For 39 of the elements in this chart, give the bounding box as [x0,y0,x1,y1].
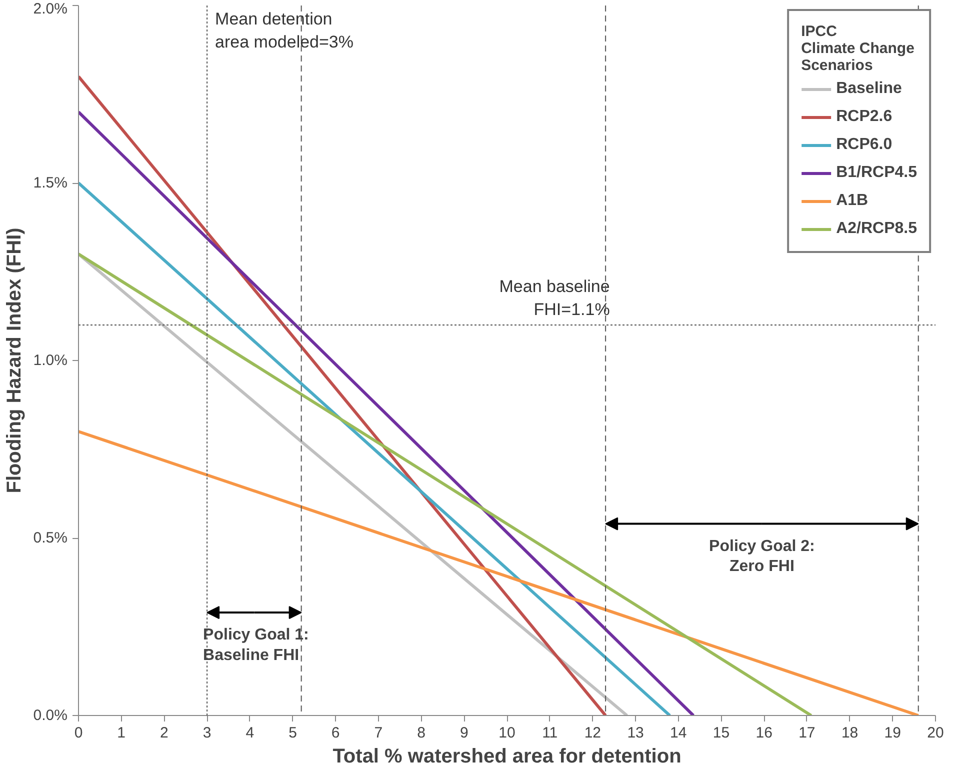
y-tick-label: 1.0% [33,352,68,369]
annotation: Policy Goal 1: Baseline FHI [203,626,309,664]
x-tick-label: 1 [117,724,126,742]
x-tick-label: 16 [756,724,772,742]
y-axis-title: Flooding Hazard Index (FHI) [3,228,26,494]
y-tick-label: 2.0% [33,0,68,18]
x-tick-label: 0 [74,724,83,742]
x-tick-label: 9 [460,724,468,742]
x-tick-label: 15 [712,724,730,742]
legend-label: RCP2.6 [836,108,892,126]
x-tick-label: 2 [160,724,168,742]
legend-label: A2/RCP8.5 [836,220,917,238]
legend-label: Baseline [836,80,902,98]
legend-label: A1B [836,192,868,210]
ref-line-label: Mean baseline FHI=1.1% [499,277,610,319]
ref-line-label: Mean detention area modeled=3% [215,10,354,52]
x-tick-label: 12 [584,724,602,742]
x-tick-label: 8 [417,724,426,742]
legend-label: B1/RCP4.5 [836,164,917,182]
x-tick-label: 19 [884,724,901,742]
y-tick-label: 0.0% [33,707,68,724]
x-tick-label: 4 [246,724,254,742]
x-tick-label: 13 [627,724,644,742]
x-tick-label: 5 [288,724,297,742]
x-axis-title: Total % watershed area for detention [332,746,682,768]
x-tick-label: 11 [542,724,558,742]
x-tick-label: 17 [798,724,816,742]
x-tick-label: 10 [498,724,516,742]
x-tick-label: 3 [202,724,212,742]
x-tick-label: 14 [670,724,687,742]
x-tick-label: 7 [374,724,383,742]
y-tick-label: 0.5% [33,530,68,546]
x-tick-label: 6 [331,724,340,742]
legend-title: IPCC Climate Change Scenarios [801,23,916,74]
x-tick-label: 18 [841,724,858,742]
x-tick-label: 20 [927,724,944,742]
y-tick-label: 1.5% [33,174,68,192]
legend-label: RCP6.0 [836,136,892,154]
annotation: Policy Goal 2: Zero FHI [709,538,815,576]
